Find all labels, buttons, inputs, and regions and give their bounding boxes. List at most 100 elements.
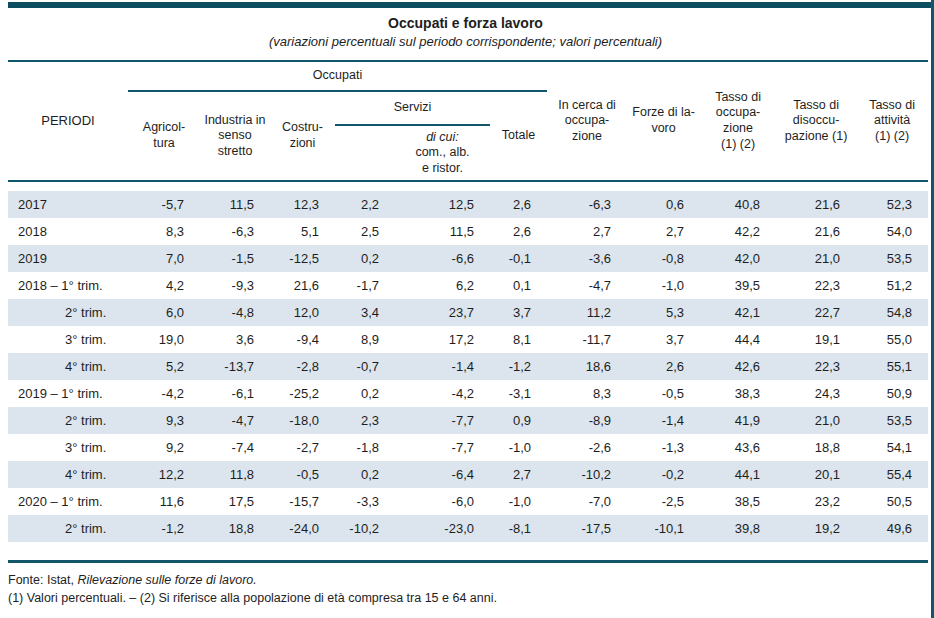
value-cell: -23,0 xyxy=(395,515,490,542)
value-cell: 42,2 xyxy=(700,218,776,245)
value-cell: 21,6 xyxy=(776,191,856,218)
value-cell: 44,4 xyxy=(700,326,776,353)
col-header-costruzioni: Costru- zioni xyxy=(270,91,335,181)
value-cell: -7,7 xyxy=(395,434,490,461)
col-header-industria: Industria in senso stretto xyxy=(200,91,270,181)
col-header-di-cui: di cui: com., alb. e ristor. xyxy=(395,125,490,181)
value-cell: 42,1 xyxy=(700,299,776,326)
value-cell: -7,0 xyxy=(547,488,627,515)
value-cell: 0,2 xyxy=(335,380,395,407)
value-cell: -24,0 xyxy=(270,515,335,542)
value-cell: 11,2 xyxy=(547,299,627,326)
value-cell: 11,5 xyxy=(395,218,490,245)
table-row: 3° trim.9,2-7,4-2,7-1,8-7,7-1,0-2,6-1,34… xyxy=(8,434,928,461)
table-footer: Fonte: Istat, Rilevazione sulle forze di… xyxy=(8,572,931,607)
value-cell: 8,3 xyxy=(128,218,200,245)
value-cell: 12,5 xyxy=(395,191,490,218)
page-subtitle: (variazioni percentuali sul periodo corr… xyxy=(0,34,931,49)
value-cell: -6,3 xyxy=(200,218,270,245)
value-cell: 0,9 xyxy=(490,407,547,434)
value-cell: 50,5 xyxy=(856,488,928,515)
value-cell: 2,5 xyxy=(335,218,395,245)
table-row: 2020 – 1° trim.11,617,5-15,7-3,3-6,0-1,0… xyxy=(8,488,928,515)
value-cell: 54,1 xyxy=(856,434,928,461)
value-cell: 3,7 xyxy=(627,326,700,353)
value-cell: 17,2 xyxy=(395,326,490,353)
table-wrap: PERIODI Occupati In cerca di occupa- zio… xyxy=(8,60,928,560)
value-cell: 19,0 xyxy=(128,326,200,353)
group-header-occupati: Occupati xyxy=(128,61,547,91)
value-cell: -11,7 xyxy=(547,326,627,353)
period-cell: 2017 xyxy=(8,191,128,218)
value-cell: -17,5 xyxy=(547,515,627,542)
value-cell: 6,2 xyxy=(395,272,490,299)
value-cell: -1,3 xyxy=(627,434,700,461)
value-cell: 12,0 xyxy=(270,299,335,326)
value-cell: -1,0 xyxy=(490,488,547,515)
value-cell: -6,1 xyxy=(200,380,270,407)
value-cell: 11,6 xyxy=(128,488,200,515)
value-cell: 12,2 xyxy=(128,461,200,488)
footnote: (1) Valori percentuali. – (2) Si riferis… xyxy=(8,590,931,608)
value-cell: 8,3 xyxy=(547,380,627,407)
value-cell: 3,4 xyxy=(335,299,395,326)
value-cell: 2,6 xyxy=(627,353,700,380)
value-cell: 55,1 xyxy=(856,353,928,380)
value-cell: -2,5 xyxy=(627,488,700,515)
table-row: 2° trim.6,0-4,812,03,423,73,711,25,342,1… xyxy=(8,299,928,326)
value-cell: 2,7 xyxy=(627,218,700,245)
value-cell: 18,8 xyxy=(200,515,270,542)
value-cell: 0,2 xyxy=(335,461,395,488)
value-cell: 23,7 xyxy=(395,299,490,326)
table-row: 2019 – 1° trim.-4,2-6,1-25,20,2-4,2-3,18… xyxy=(8,380,928,407)
group-header-servizi: Servizi xyxy=(335,91,490,125)
value-cell: 6,0 xyxy=(128,299,200,326)
col-header-tasso-occupazione: Tasso di occupa- zione (1) (2) xyxy=(700,61,776,181)
value-cell: 2,7 xyxy=(490,461,547,488)
value-cell: 51,2 xyxy=(856,272,928,299)
value-cell: -6,4 xyxy=(395,461,490,488)
value-cell: -4,7 xyxy=(200,407,270,434)
spacer-row xyxy=(8,542,928,560)
value-cell: 2,7 xyxy=(547,218,627,245)
value-cell: -6,6 xyxy=(395,245,490,272)
value-cell: -1,7 xyxy=(335,272,395,299)
value-cell: -5,7 xyxy=(128,191,200,218)
value-cell: -0,8 xyxy=(627,245,700,272)
value-cell: -18,0 xyxy=(270,407,335,434)
value-cell: -13,7 xyxy=(200,353,270,380)
col-header-tasso-disoccupazione: Tasso di disoccu- pazione (1) xyxy=(776,61,856,181)
value-cell: -0,7 xyxy=(335,353,395,380)
value-cell: -6,3 xyxy=(547,191,627,218)
period-cell: 2020 – 1° trim. xyxy=(8,488,128,515)
value-cell: -4,2 xyxy=(395,380,490,407)
value-cell: -3,1 xyxy=(490,380,547,407)
value-cell: -1,0 xyxy=(490,434,547,461)
value-cell: -7,7 xyxy=(395,407,490,434)
value-cell: -0,2 xyxy=(627,461,700,488)
value-cell: -2,7 xyxy=(270,434,335,461)
value-cell: 53,5 xyxy=(856,245,928,272)
value-cell: 7,0 xyxy=(128,245,200,272)
col-header-totale: Totale xyxy=(490,91,547,181)
value-cell: 23,2 xyxy=(776,488,856,515)
col-header-in-cerca: In cerca di occupa- zione xyxy=(547,61,627,181)
value-cell: 40,8 xyxy=(700,191,776,218)
employment-table: PERIODI Occupati In cerca di occupa- zio… xyxy=(8,60,928,560)
value-cell: 38,3 xyxy=(700,380,776,407)
value-cell: 11,8 xyxy=(200,461,270,488)
value-cell: 21,0 xyxy=(776,407,856,434)
period-cell: 4° trim. xyxy=(8,461,128,488)
value-cell: 2,2 xyxy=(335,191,395,218)
value-cell: 42,0 xyxy=(700,245,776,272)
col-header-forze-lavoro: Forze di la- voro xyxy=(627,61,700,181)
period-cell: 2019 – 1° trim. xyxy=(8,380,128,407)
value-cell: -10,2 xyxy=(547,461,627,488)
value-cell: 55,0 xyxy=(856,326,928,353)
col-header-agricoltura: Agricol- tura xyxy=(128,91,200,181)
table-row: 2018 – 1° trim.4,2-9,321,6-1,76,20,1-4,7… xyxy=(8,272,928,299)
table-row: 2017-5,711,512,32,212,52,6-6,30,640,821,… xyxy=(8,191,928,218)
col-header-servizi-blank xyxy=(335,125,395,181)
value-cell: 2,3 xyxy=(335,407,395,434)
value-cell: -1,0 xyxy=(627,272,700,299)
